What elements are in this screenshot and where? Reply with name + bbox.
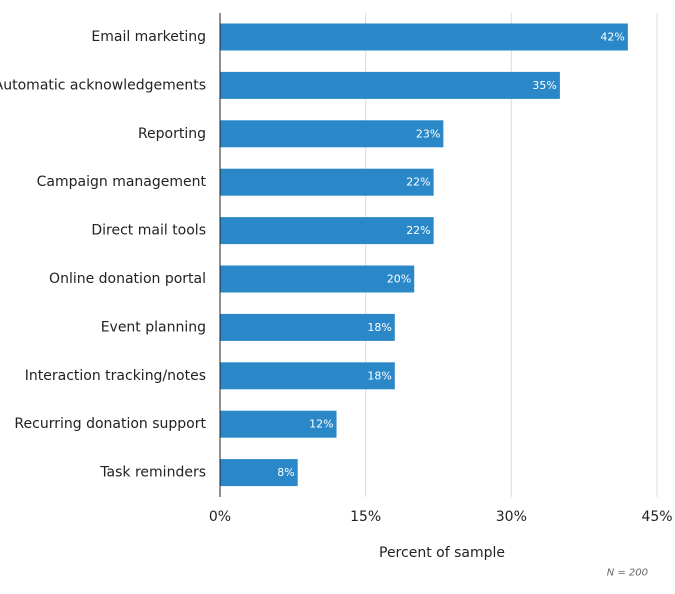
data-labels: 42% 35% 23% 22% 22% 20% 18% 18% 12% 8% [277,31,625,480]
category-label: Interaction tracking/notes [25,368,206,384]
bar [220,217,434,245]
x-tick-label: 0% [209,509,231,525]
bar [220,120,444,148]
bar [220,168,434,196]
data-label: 35% [532,79,556,92]
bar [220,313,395,341]
category-label: Recurring donation support [14,416,206,432]
bar [220,362,395,390]
category-labels: Email marketing Automatic acknowledgement… [0,29,207,481]
category-label: Email marketing [91,29,206,45]
data-label: 8% [277,466,294,479]
category-label: Campaign management [37,174,207,190]
category-label: Reporting [138,126,206,142]
x-tick-label: 45% [641,509,672,525]
category-label: Automatic acknowledgements [0,77,206,93]
category-label: Task reminders [99,465,206,481]
data-label: 22% [406,176,430,189]
bars [220,23,628,487]
data-label: 12% [309,418,333,431]
category-label: Online donation portal [49,271,206,287]
data-label: 18% [367,369,391,382]
x-tick-label: 30% [496,509,527,525]
data-label: 18% [367,321,391,334]
data-label: 20% [387,273,411,286]
data-label: 22% [406,224,430,237]
bar [220,410,337,438]
x-axis-ticks: 0% 15% 30% 45% [209,509,673,525]
bar [220,459,298,487]
sample-size-note: N = 200 [607,568,648,579]
bar [220,23,628,51]
bar [220,265,415,293]
category-label: Direct mail tools [91,223,206,239]
x-axis-title: Percent of sample [379,545,505,561]
data-label: 23% [416,127,440,140]
x-tick-label: 15% [350,509,381,525]
bar [220,71,560,99]
category-label: Event planning [101,319,206,335]
data-label: 42% [600,31,624,44]
